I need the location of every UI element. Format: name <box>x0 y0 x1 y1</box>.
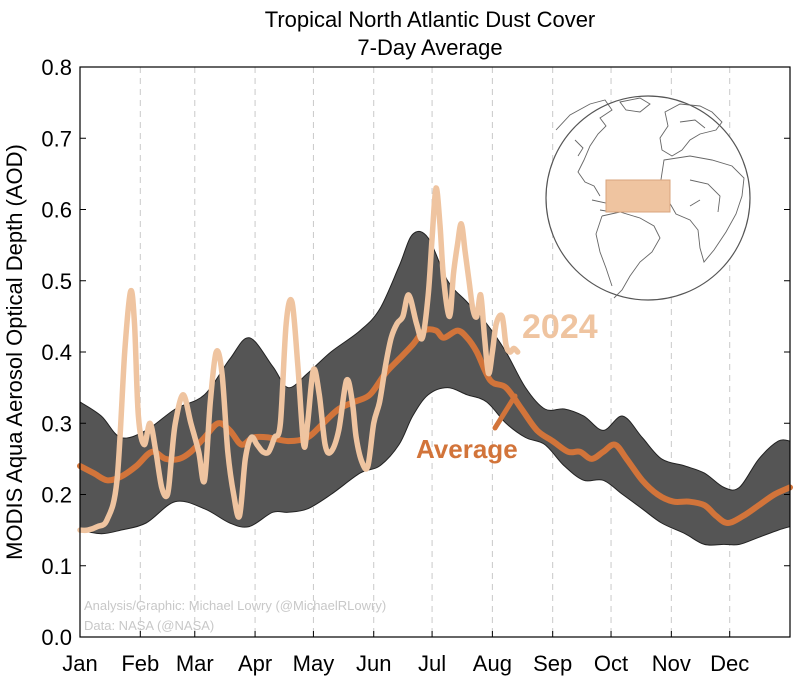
x-tick-label-jun: Jun <box>356 651 391 676</box>
label-2024: 2024 <box>522 308 598 346</box>
chart-subtitle: 7-Day Average <box>357 35 502 60</box>
y-tick-label: 0.6 <box>41 198 72 223</box>
x-tick-label-jan: Jan <box>62 651 97 676</box>
y-axis-label: MODIS Aqua Aerosol Optical Depth (AOD) <box>2 144 27 560</box>
y-tick-label: 0.1 <box>41 554 72 579</box>
x-tick-label-jul: Jul <box>418 651 446 676</box>
average-label-pointer <box>492 393 518 431</box>
x-tick-label-nov: Nov <box>652 651 691 676</box>
series-2024-layer <box>77 185 521 534</box>
y-tick-label: 0.0 <box>41 625 72 650</box>
globe-icon <box>545 95 751 301</box>
y-tick-label: 0.8 <box>41 55 72 80</box>
x-tick-label-sep: Sep <box>533 651 572 676</box>
x-ticks: Jan Feb Mar Apr May Jun Jul Aug Sep Oct Nov Dec <box>62 631 749 676</box>
label-average: Average <box>416 434 518 464</box>
study-region-box <box>605 179 671 213</box>
x-tick-label-apr: Apr <box>238 651 272 676</box>
y-ticks: 0.0 0.1 0.2 0.3 0.4 0.5 0.6 0.7 0.8 <box>41 55 790 650</box>
y-tick-label: 0.4 <box>41 340 72 365</box>
x-tick-label-oct: Oct <box>594 651 628 676</box>
x-tick-label-feb: Feb <box>121 651 159 676</box>
credit-data: Data: NASA (@NASA) <box>84 618 214 633</box>
chart-title: Tropical North Atlantic Dust Cover <box>265 7 596 32</box>
y-tick-label: 0.2 <box>41 483 72 508</box>
y-tick-label: 0.7 <box>41 126 72 151</box>
y-tick-label: 0.3 <box>41 411 72 436</box>
x-tick-label-may: May <box>293 651 335 676</box>
x-tick-label-aug: Aug <box>473 651 512 676</box>
x-tick-label-mar: Mar <box>176 651 214 676</box>
x-tick-label-dec: Dec <box>710 651 749 676</box>
y-tick-label: 0.5 <box>41 269 72 294</box>
series-2024-line <box>77 185 521 534</box>
credit-analysis: Analysis/Graphic: Michael Lowry (@Michae… <box>84 598 386 613</box>
